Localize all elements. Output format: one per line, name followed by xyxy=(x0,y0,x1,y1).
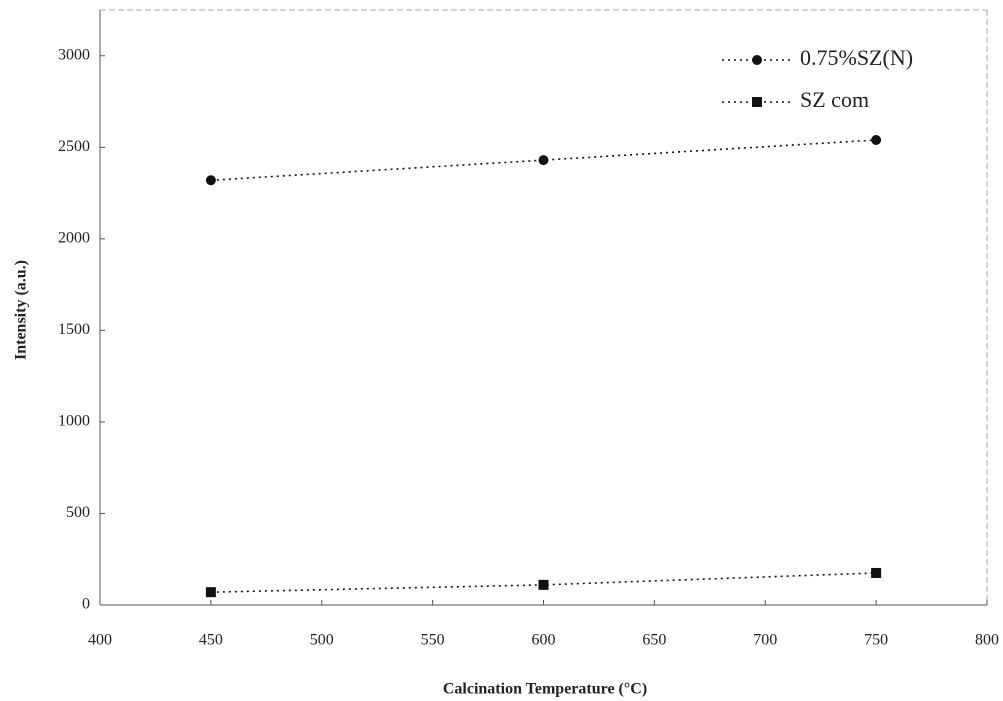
legend-label: SZ com xyxy=(800,87,869,112)
y-tick-label: 500 xyxy=(66,504,90,521)
x-tick-label: 400 xyxy=(88,632,112,649)
y-tick-label: 3000 xyxy=(58,46,90,63)
marker xyxy=(538,155,549,166)
x-tick-label: 550 xyxy=(421,632,445,649)
x-tick-label: 500 xyxy=(310,632,334,649)
marker xyxy=(205,175,216,186)
marker xyxy=(538,579,549,590)
x-tick-label: 650 xyxy=(642,632,666,649)
x-axis-label: Calcination Temperature (°C) xyxy=(443,681,647,698)
y-tick-label: 0 xyxy=(82,596,90,613)
marker xyxy=(871,567,882,578)
y-axis-label: Intensity (a.u.) xyxy=(13,260,30,360)
marker xyxy=(205,587,216,598)
y-tick-label: 1500 xyxy=(58,321,90,338)
marker xyxy=(871,134,882,145)
y-tick-label: 2000 xyxy=(58,230,90,247)
x-tick-label: 800 xyxy=(975,632,999,649)
legend-marker xyxy=(752,97,762,107)
legend-marker xyxy=(752,55,762,65)
y-tick-label: 2500 xyxy=(58,138,90,155)
legend-label: 0.75%SZ(N) xyxy=(800,45,913,70)
x-tick-label: 700 xyxy=(753,632,777,649)
x-tick-label: 750 xyxy=(864,632,888,649)
x-tick-label: 450 xyxy=(199,632,223,649)
y-tick-label: 1000 xyxy=(58,413,90,430)
x-tick-label: 600 xyxy=(532,632,556,649)
